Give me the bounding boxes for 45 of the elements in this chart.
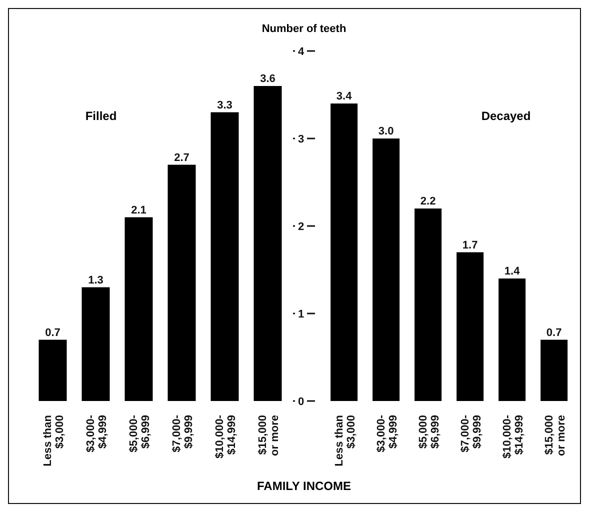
bar: [168, 164, 196, 401]
x-tick-label: $15,000 or more: [543, 415, 568, 456]
data-label: 1.4: [504, 266, 521, 278]
x-tick-label: Less than $3,000: [333, 414, 358, 466]
data-label: 2.7: [174, 152, 190, 164]
bar: [456, 252, 484, 401]
data-label: 3.3: [217, 99, 232, 112]
x-tick-label: $3,000- $4,999: [84, 414, 109, 452]
bar: [210, 112, 239, 401]
y-tick-label: 3: [298, 133, 304, 146]
x-tick-label: Less than $3,000: [42, 414, 66, 466]
text: Filled: [84, 109, 118, 123]
x-tick-label: $3,000- $4,999: [375, 414, 400, 452]
data-label: 0.7: [546, 326, 562, 339]
data-label: 2.2: [420, 196, 436, 208]
bar: [540, 340, 568, 401]
data-label: 0.7: [45, 326, 60, 339]
data-label: 2.1: [131, 204, 146, 216]
bar: [254, 86, 282, 401]
x-tick-label: $7,000- $9,999: [170, 414, 195, 452]
y-tick-label: 1: [298, 308, 304, 320]
bar: [372, 138, 400, 401]
data-label: 3.4: [336, 90, 353, 102]
x-tick-label: $10,000- $14,999: [214, 414, 238, 458]
bar: [124, 217, 153, 401]
y-tick-label: 0: [298, 396, 304, 408]
bar: [498, 278, 526, 401]
data-label: 1.3: [88, 274, 104, 286]
data-label: 3.0: [378, 126, 394, 138]
y-tick-label: 4: [298, 46, 305, 58]
data-label: 1.7: [462, 239, 478, 252]
x-tick-label: $5,000- $6,999: [128, 414, 152, 452]
y-axis-title: Number of teeth: [260, 23, 348, 35]
text: Decayed: [480, 109, 532, 123]
bar: [414, 208, 442, 401]
y-tick-label: 2: [298, 220, 304, 233]
x-tick-label: $5,000 $6,999: [417, 415, 442, 449]
x-tick-label: $15,000 or more: [256, 415, 281, 456]
bar: [330, 104, 358, 401]
x-tick-label: $7,000- $9,999: [459, 414, 484, 452]
bar: [82, 287, 110, 401]
x-tick-label: $10,000- $14,999: [501, 414, 526, 458]
x-axis-title: FAMILY INCOME: [256, 479, 352, 493]
bar: [38, 340, 67, 401]
data-label: 3.6: [260, 73, 276, 85]
